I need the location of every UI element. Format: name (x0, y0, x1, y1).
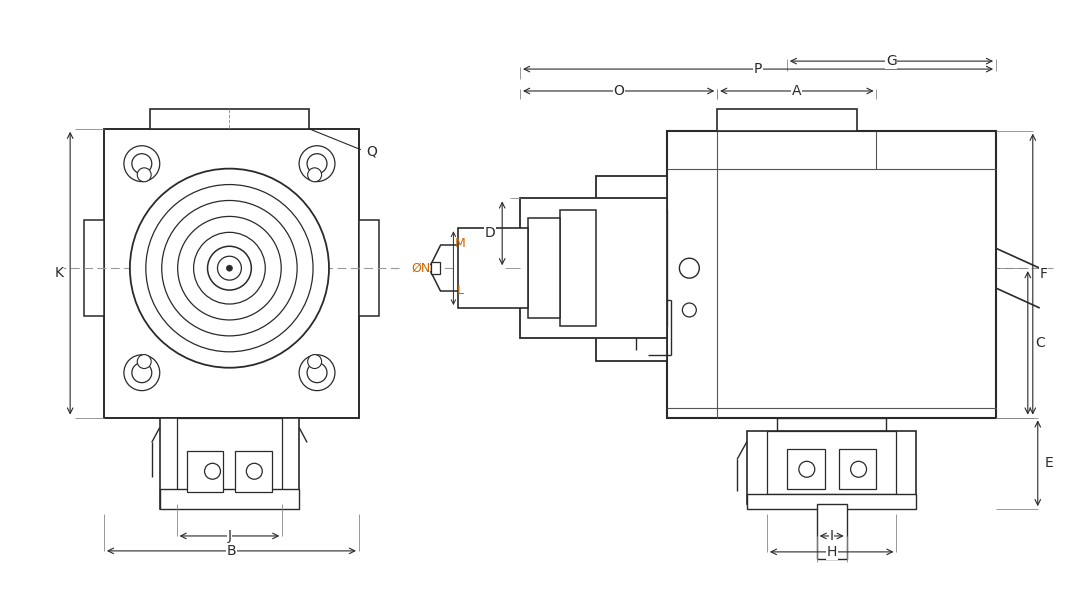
Bar (149, 109, 310, 129)
Circle shape (679, 258, 700, 278)
Circle shape (850, 461, 867, 477)
Bar (528, 218, 560, 318)
Text: B: B (227, 544, 237, 558)
Bar (104, 129, 359, 418)
Bar (560, 210, 596, 326)
Circle shape (207, 246, 252, 290)
Circle shape (218, 256, 241, 280)
Circle shape (124, 146, 160, 181)
Text: G: G (886, 54, 897, 68)
Circle shape (124, 355, 160, 391)
Circle shape (682, 303, 697, 317)
Bar (431, 262, 440, 274)
Bar (747, 494, 917, 509)
Text: C: C (1034, 336, 1044, 350)
Text: ØN: ØN (411, 261, 431, 275)
Text: J: J (228, 529, 231, 543)
Circle shape (137, 168, 152, 182)
Text: A: A (792, 84, 801, 98)
Text: E: E (1044, 456, 1053, 470)
Text: I: I (829, 529, 834, 543)
Bar (667, 131, 996, 418)
Circle shape (799, 461, 815, 477)
Circle shape (246, 463, 263, 479)
Bar (616, 210, 667, 326)
Circle shape (146, 184, 313, 352)
Text: P: P (754, 62, 762, 76)
Text: L: L (457, 284, 464, 296)
Bar (838, 450, 876, 489)
Circle shape (161, 200, 298, 336)
Circle shape (205, 463, 220, 479)
Bar (186, 451, 223, 492)
Circle shape (307, 168, 322, 182)
Text: K: K (54, 266, 63, 280)
Circle shape (130, 169, 329, 368)
Circle shape (299, 355, 335, 391)
Bar (359, 220, 378, 316)
Text: O: O (614, 84, 625, 98)
Circle shape (307, 363, 327, 383)
Circle shape (132, 154, 152, 173)
Bar (816, 504, 847, 559)
Text: D: D (484, 226, 495, 240)
Circle shape (137, 355, 152, 368)
Bar (160, 418, 299, 509)
Bar (177, 418, 282, 499)
Bar (767, 432, 896, 494)
Circle shape (307, 154, 327, 173)
Text: F: F (1040, 267, 1047, 281)
Bar (166, 218, 293, 318)
Bar (747, 432, 917, 504)
Circle shape (194, 232, 265, 304)
Bar (199, 418, 259, 432)
Bar (777, 418, 886, 432)
Circle shape (299, 146, 335, 181)
Bar (160, 489, 299, 509)
Text: H: H (826, 545, 837, 559)
Bar (596, 176, 667, 361)
Circle shape (307, 355, 322, 368)
Bar (520, 199, 667, 338)
Bar (84, 220, 104, 316)
Bar (717, 109, 857, 131)
Circle shape (132, 363, 152, 383)
Circle shape (227, 265, 232, 271)
Bar (787, 450, 825, 489)
Bar (235, 451, 272, 492)
Bar (459, 228, 528, 308)
Text: M: M (455, 237, 465, 250)
Circle shape (178, 216, 281, 320)
Text: Q: Q (312, 130, 377, 159)
